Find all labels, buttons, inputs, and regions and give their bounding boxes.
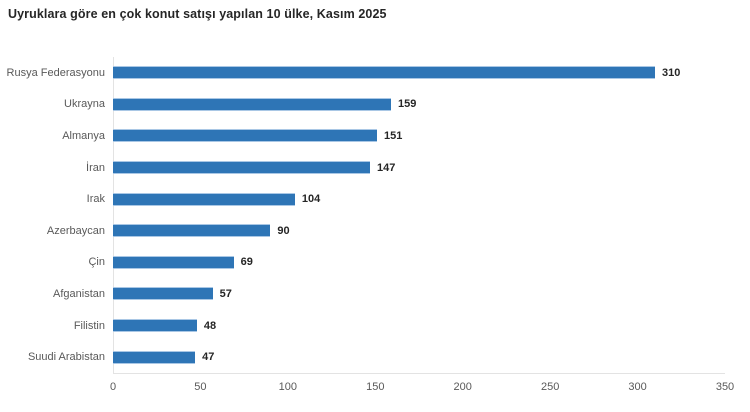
- x-tick-label: 300: [628, 381, 647, 393]
- value-label: 57: [219, 287, 232, 300]
- value-label: 48: [203, 319, 217, 332]
- bar-track: 69: [113, 255, 725, 269]
- bar: [113, 224, 271, 238]
- bar: [113, 350, 196, 364]
- category-label: Suudi Arabistan: [27, 351, 105, 364]
- bar-row: Çin 69: [0, 247, 750, 279]
- bar: [113, 287, 213, 301]
- value-label: 47: [202, 351, 215, 364]
- x-tick-label: 250: [540, 381, 560, 393]
- x-axis-tick-labels: 0 50 100 150 200 250 300 350: [109, 381, 734, 399]
- x-tick-label: 150: [366, 381, 385, 393]
- bar: [113, 97, 392, 111]
- bar-track: 310: [113, 66, 725, 80]
- category-label: Ukrayna: [64, 98, 105, 111]
- bar: [113, 319, 197, 333]
- category-label: Afganistan: [53, 287, 105, 300]
- bar-row: Ukrayna 159: [0, 89, 750, 121]
- bar: [113, 129, 378, 143]
- category-label: Irak: [86, 193, 105, 206]
- category-label: İran: [86, 161, 105, 174]
- chart-title: Uyruklara göre en çok konut satışı yapıl…: [8, 7, 387, 21]
- bar-rows: Rusya Federasyonu 310 Ukrayna 159 Almany…: [0, 57, 750, 373]
- bar-track: 90: [113, 224, 725, 238]
- bar-track: 57: [113, 287, 725, 301]
- bar-row: Irak 104: [0, 183, 750, 215]
- bar-track: 48: [113, 319, 725, 333]
- category-label: Rusya Federasyonu: [6, 66, 105, 79]
- bar-track: 159: [113, 97, 725, 111]
- x-tick-label: 50: [194, 381, 207, 393]
- bar-track: 104: [113, 192, 725, 206]
- bar-track: 47: [113, 350, 725, 364]
- category-label: Çin: [88, 256, 105, 269]
- bar-row: Filistin 48: [0, 310, 750, 342]
- category-label: Filistin: [73, 319, 105, 332]
- x-tick-label: 0: [109, 381, 117, 393]
- bar-row: İran 147: [0, 152, 750, 184]
- value-label: 90: [277, 224, 290, 237]
- bar: [113, 161, 371, 175]
- bar-row: Suudi Arabistan 47: [0, 341, 750, 373]
- bar-row: Azerbaycan 90: [0, 215, 750, 247]
- bar: [113, 66, 656, 80]
- bar: [113, 255, 234, 269]
- value-label: 310: [662, 66, 681, 79]
- bar-track: 147: [113, 161, 725, 175]
- value-label: 147: [377, 161, 396, 174]
- bar-track: 151: [113, 129, 725, 143]
- category-label: Azerbaycan: [46, 224, 105, 237]
- value-label: 69: [240, 256, 253, 269]
- value-label: 159: [398, 98, 417, 111]
- value-label: 151: [384, 129, 403, 142]
- value-label: 104: [301, 193, 321, 206]
- category-label: Almanya: [62, 129, 105, 142]
- x-tick-label: 350: [715, 381, 735, 393]
- bar-row: Afganistan 57: [0, 278, 750, 310]
- x-axis-line: [113, 373, 725, 374]
- bar: [113, 192, 295, 206]
- bar-row: Rusya Federasyonu 310: [0, 57, 750, 89]
- x-tick-label: 200: [453, 381, 472, 393]
- y-axis-line: [113, 57, 114, 373]
- x-tick-label: 100: [278, 381, 298, 393]
- bar-row: Almanya 151: [0, 120, 750, 152]
